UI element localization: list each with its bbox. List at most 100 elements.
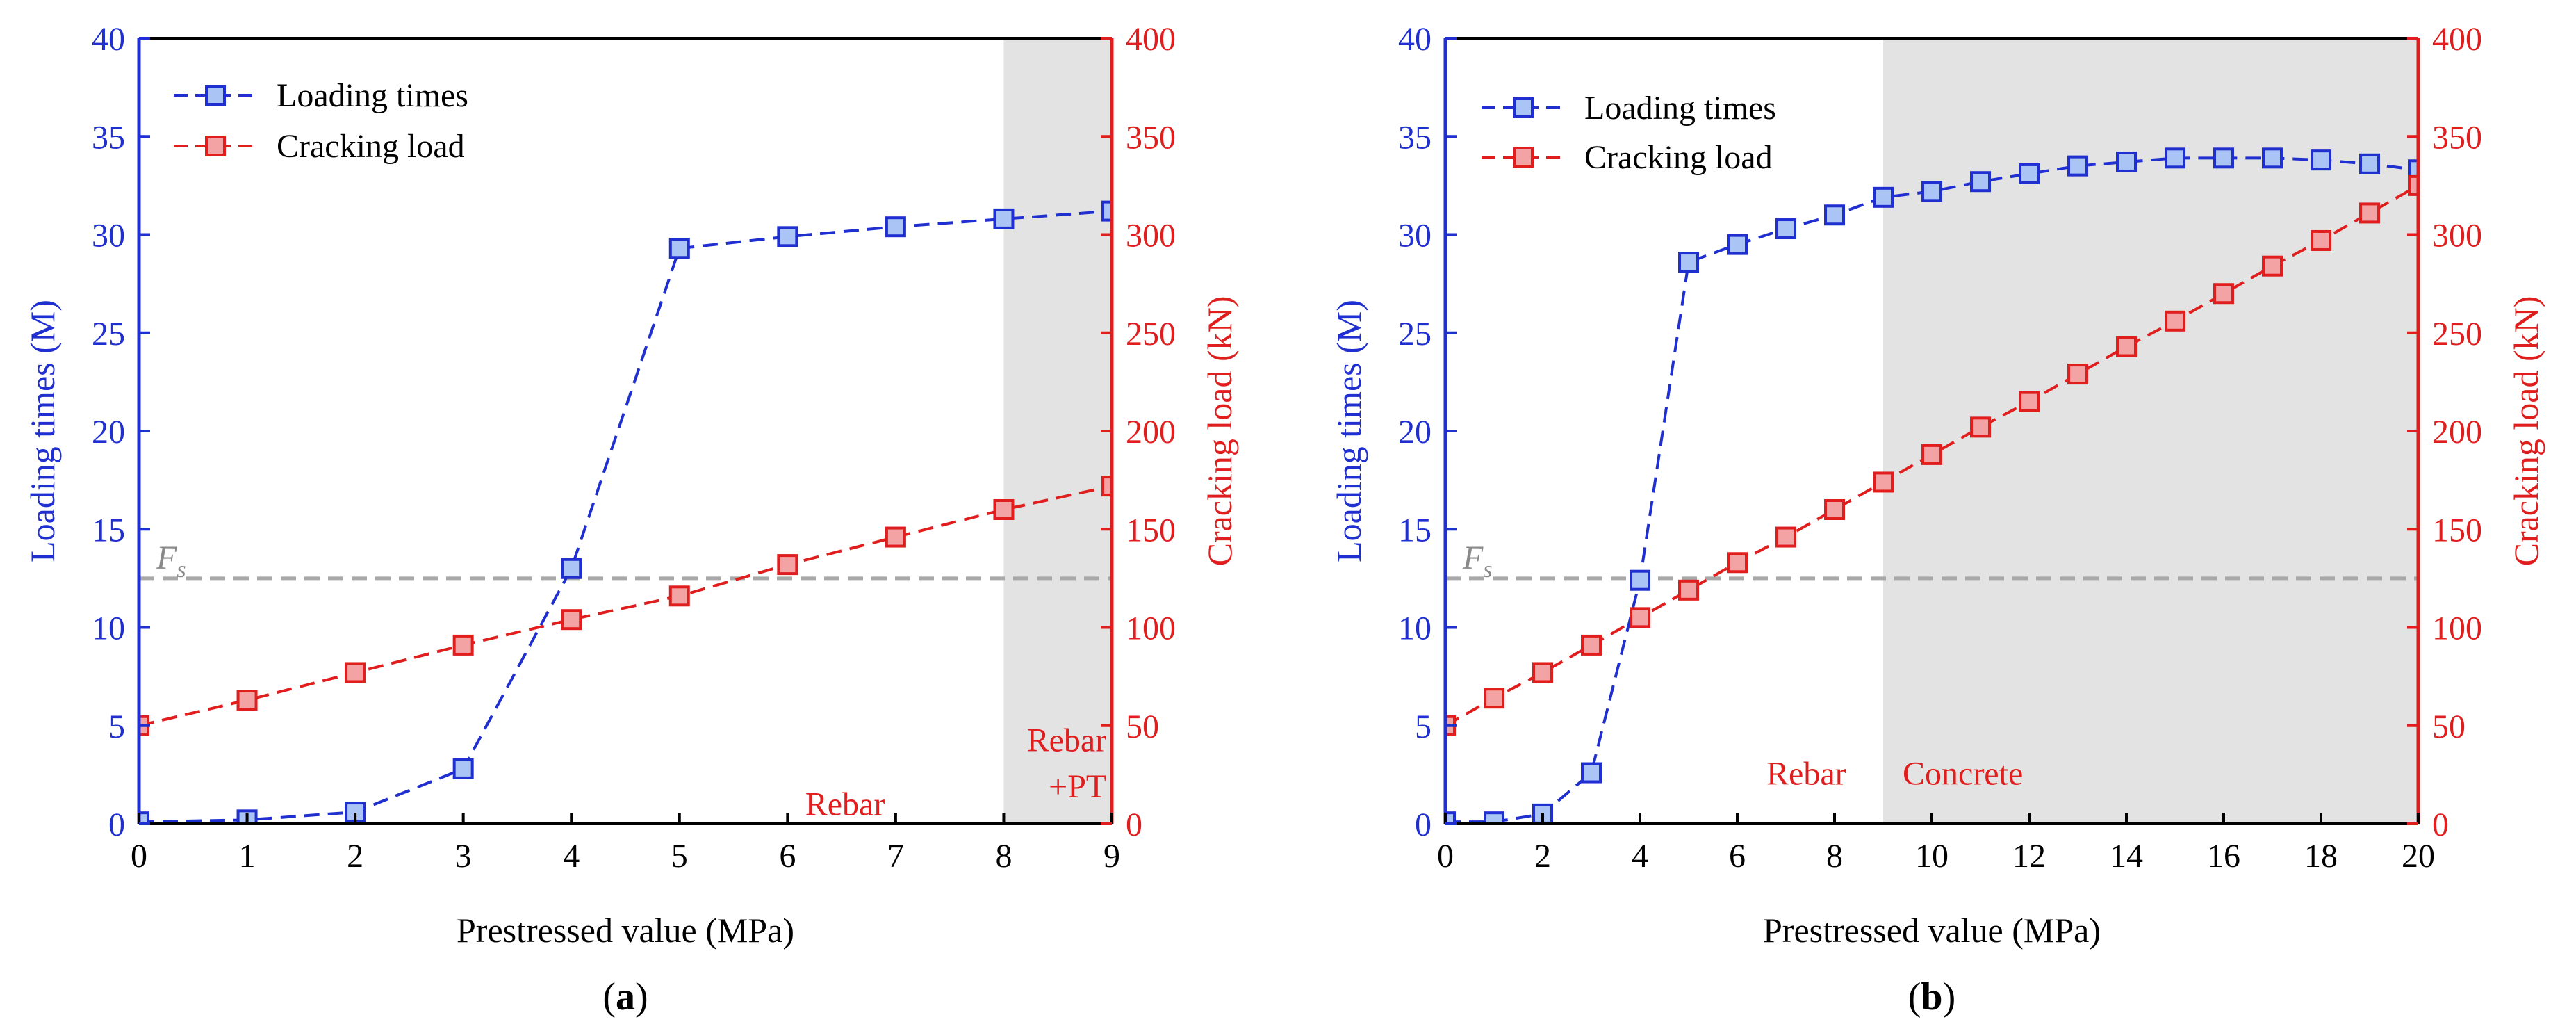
right-y-tick-label: 50 — [2432, 708, 2466, 745]
right-y-tick-label: 350 — [1126, 119, 1176, 156]
left-y-tick-label: 35 — [92, 119, 125, 156]
x-axis-title: Prestressed value (MPa) — [1763, 911, 2101, 950]
left-y-tick-label: 15 — [1398, 512, 1431, 549]
cracking-load-point — [2359, 202, 2380, 224]
left-y-tick-label: 5 — [1415, 708, 1431, 745]
legend-marker-cracking-load — [205, 136, 226, 156]
cracking-load-point — [1101, 476, 1112, 497]
loading-times-point — [2165, 147, 2185, 169]
right-y-tick-label: 350 — [2432, 119, 2482, 156]
left-y-tick-label: 10 — [92, 610, 125, 647]
cracking-load-point — [993, 499, 1015, 520]
x-tick-label: 6 — [1729, 838, 1746, 875]
legend-label-loading-times: Loading times — [1584, 90, 1776, 127]
loading-times-point — [1970, 171, 1991, 193]
left-y-tick-label: 30 — [1398, 218, 1431, 254]
fs-label: Fs — [156, 539, 186, 583]
legend-marker-cracking-load — [1513, 147, 1534, 168]
loading-times-series-line — [139, 209, 1112, 824]
x-tick-label: 20 — [2402, 838, 2435, 875]
panel-label: (a) — [602, 975, 648, 1018]
left-y-tick-label: 40 — [1398, 21, 1431, 58]
x-tick-label: 4 — [563, 838, 580, 875]
legend-label-cracking-load: Cracking load — [277, 128, 465, 165]
cracking-load-point — [236, 690, 258, 711]
cracking-load-point — [2165, 310, 2185, 332]
left-y-axis-title: Loading times (M) — [1329, 300, 1368, 562]
annotation-rebar: Rebar — [1766, 756, 1846, 793]
panel-b: Fs 0 2 4 6 8 10 12 14 16 18 2005101520253035400501… — [1329, 21, 2545, 1018]
panel-label: (b) — [1908, 975, 1955, 1018]
legend-label-cracking-load: Cracking load — [1584, 139, 1773, 176]
x-tick-label: 2 — [347, 838, 363, 875]
right-y-tick-label: 300 — [2432, 218, 2482, 254]
cracking-load-point — [1484, 688, 1504, 709]
fs-label: Fs — [1462, 539, 1493, 583]
x-tick-label: 1 — [239, 838, 256, 875]
loading-times-point — [2213, 147, 2234, 169]
left-y-tick-label: 20 — [92, 414, 125, 450]
loading-times-point — [1101, 200, 1112, 222]
x-tick-label: 0 — [1437, 838, 1454, 875]
left-y-axis-title: Loading times (M) — [23, 300, 62, 562]
left-y-tick-label: 35 — [1398, 119, 1431, 156]
cracking-load-point — [452, 634, 474, 656]
cracking-load-point — [345, 662, 366, 683]
x-tick-label: 6 — [779, 838, 796, 875]
cracking-load-point — [1727, 552, 1748, 574]
x-tick-label: 4 — [1632, 838, 1648, 875]
loading-times-point — [1727, 234, 1748, 255]
right-y-axis-title: Cracking load (kN) — [2507, 296, 2545, 567]
right-y-axis-title: Cracking load (kN) — [1200, 296, 1239, 567]
loading-times-point — [2067, 155, 2088, 177]
cracking-load-point — [2019, 391, 2040, 412]
cracking-load-point — [2116, 336, 2137, 357]
loading-times-point — [1873, 186, 1894, 208]
cracking-load-point — [1873, 471, 1894, 493]
cracking-load-point — [561, 609, 582, 631]
x-tick-label: 8 — [1826, 838, 1843, 875]
cracking-load-point — [1921, 444, 1942, 465]
x-tick-label: 3 — [455, 838, 472, 875]
loading-times-point — [1921, 181, 1942, 202]
left-y-tick-label: 30 — [92, 218, 125, 254]
x-tick-label: 18 — [2304, 838, 2338, 875]
cracking-load-series-line — [139, 485, 1112, 727]
loading-times-point — [668, 238, 690, 259]
right-y-tick-label: 200 — [1126, 414, 1176, 450]
loading-times-point — [345, 802, 366, 823]
loading-times-point — [885, 216, 906, 238]
loading-times-point — [2116, 151, 2137, 172]
right-y-tick-label: 300 — [1126, 218, 1176, 254]
right-y-tick-label: 50 — [1126, 708, 1159, 745]
right-y-tick-label: 400 — [1126, 21, 1176, 58]
shaded-region — [1883, 38, 2418, 824]
cracking-load-point — [1581, 634, 1602, 656]
cracking-load-point — [1970, 416, 1991, 438]
right-y-tick-label: 100 — [2432, 610, 2482, 647]
loading-times-point — [1775, 218, 1796, 240]
loading-times-point — [1484, 811, 1504, 824]
cracking-load-point — [2311, 229, 2331, 251]
left-y-tick-label: 20 — [1398, 414, 1431, 450]
loading-times-point — [561, 558, 582, 579]
cracking-load-point — [885, 526, 906, 548]
cracking-load-point — [1775, 526, 1796, 548]
cracking-load-point — [1678, 579, 1699, 601]
left-y-tick-label: 40 — [92, 21, 125, 58]
annotation-rebar-pt-line1: Rebar — [1027, 722, 1107, 758]
left-y-tick-label: 25 — [1398, 316, 1431, 352]
left-y-tick-label: 10 — [1398, 610, 1431, 647]
loading-times-point — [2359, 153, 2380, 174]
cracking-load-point — [2408, 174, 2418, 196]
right-y-tick-label: 250 — [2432, 316, 2482, 352]
left-y-tick-label: 15 — [92, 512, 125, 549]
legend-marker-loading-times — [205, 85, 226, 106]
left-y-tick-label: 0 — [1415, 806, 1431, 843]
legend: Loading times Cracking load — [1482, 90, 1776, 176]
loading-times-point — [452, 758, 474, 779]
x-tick-label: 2 — [1534, 838, 1551, 875]
right-y-tick-label: 150 — [2432, 512, 2482, 549]
cracking-load-point — [2213, 283, 2234, 305]
